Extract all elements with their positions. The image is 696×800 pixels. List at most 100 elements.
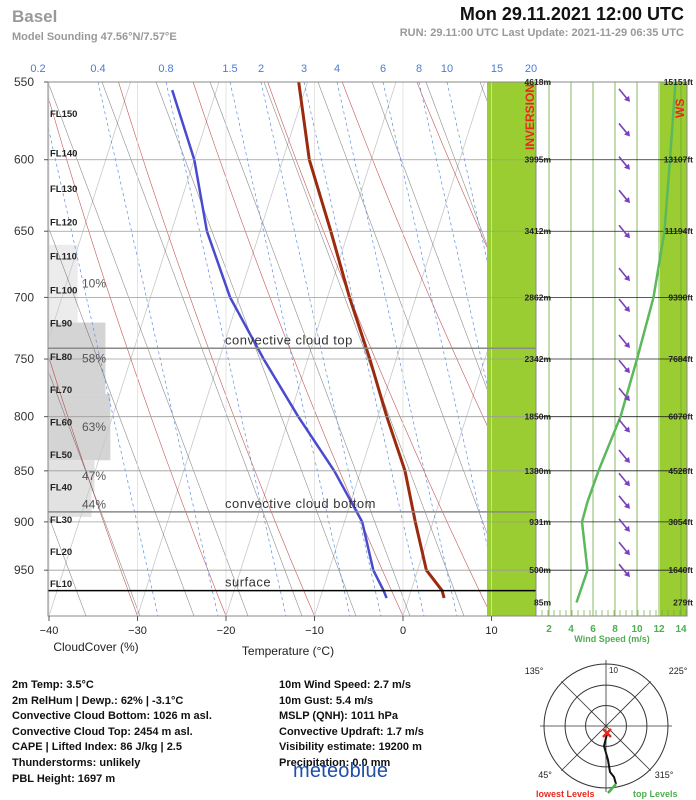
cloud-bar-2 (48, 394, 111, 461)
wind-arrowhead-14 (624, 525, 630, 532)
altitude-ft-2: 11194ft (665, 226, 694, 236)
wind-arrowhead-5 (624, 275, 630, 282)
altitude-ft-6: 4528ft (668, 466, 693, 476)
wind-tick-label-10: 10 (631, 624, 643, 635)
cloud-bar-3 (48, 460, 95, 492)
temperature-axis-label: Temperature (°C) (242, 644, 334, 658)
inversion-label: INVERSION (523, 84, 537, 150)
moist-adiabat-3 (48, 513, 87, 616)
mixing-ratio-label-7: 6 (380, 63, 386, 75)
mixing-ratio-label-1: 0.4 (90, 63, 105, 75)
ws-label: WS (673, 99, 687, 118)
dry-adiabat-10 (267, 82, 492, 616)
wind-arrowhead-1 (624, 130, 630, 137)
polar-label-45: 45° (538, 770, 552, 780)
flight-level-FL100: FL100 (50, 286, 77, 297)
flight-level-FL150: FL150 (50, 109, 77, 120)
mixing-ratio-label-11: 20 (525, 63, 537, 75)
cloud-cover-label-4: 44% (82, 497, 106, 511)
marker-label-0: convective cloud top (225, 332, 353, 347)
dry-adiabat--20 (48, 95, 227, 616)
location-title: Basel (12, 7, 58, 26)
info-right-row: MSLP (QNH): 1011 hPa (279, 710, 398, 723)
altitude-ft-3: 9390ft (668, 292, 693, 302)
info-left-row: Convective Cloud Top: 2454 m asl. (12, 725, 193, 738)
info-left-row: PBL Height: 1697 m (12, 772, 116, 785)
info-left-row: Convective Cloud Bottom: 1026 m asl. (12, 710, 212, 723)
mixing-ratio-line-2 (165, 82, 287, 616)
wind-axis-label: Wind Speed (m/s) (574, 634, 649, 644)
wind-tick-label-12: 12 (653, 624, 665, 635)
pressure-label-900: 900 (14, 515, 34, 529)
polar-hodograph-line (602, 733, 617, 785)
wind-arrowhead-2 (624, 163, 630, 170)
altitude-m-4: 2342m (525, 354, 552, 364)
mixing-ratio-line-3 (229, 82, 351, 616)
mixing-ratio-line-9 (446, 82, 536, 480)
wind-speed-profile (575, 81, 677, 603)
flight-level-FL80: FL80 (50, 352, 72, 363)
flight-level-FL50: FL50 (50, 450, 72, 461)
polar-marker-b (602, 728, 612, 738)
isotherm--50 (48, 82, 131, 343)
mixing-ratio-label-2: 0.8 (158, 63, 173, 75)
mixing-ratio-line-1 (97, 82, 219, 616)
altitude-ft-4: 7684ft (668, 354, 693, 364)
temp-tick-label--10: −10 (305, 625, 324, 637)
wind-tick-label-2: 2 (546, 624, 552, 635)
info-right-row: 10m Gust: 5.4 m/s (279, 694, 374, 707)
mixing-ratio-label-0: 0.2 (30, 63, 45, 75)
altitude-m-0: 4618m (525, 77, 552, 87)
altitude-ft-9: 279ft (673, 598, 693, 608)
wind-tick-label-4: 4 (568, 624, 574, 635)
polar-diagram: 10 135° 225° 45° 315° lowest Levels top Levels (525, 660, 688, 799)
altitude-m-5: 1850m (525, 412, 552, 422)
flight-level-FL90: FL90 (50, 318, 72, 329)
flight-level-FL120: FL120 (50, 218, 77, 229)
pressure-label-650: 650 (14, 224, 34, 238)
cloud-cover-label-1: 58% (82, 351, 106, 365)
mixing-ratio-label-9: 10 (441, 63, 453, 75)
info-left-row: Thunderstorms: unlikely (12, 757, 141, 769)
wind-arrowhead-10 (624, 426, 630, 433)
dry-adiabat-20 (341, 82, 536, 529)
temp-tick-label--30: −30 (128, 625, 147, 637)
mixing-ratio-line-6 (336, 82, 458, 616)
mixing-ratio-label-6: 4 (334, 63, 340, 75)
mixing-ratio-label-10: 15 (491, 63, 503, 75)
dry-adiabat-30 (416, 82, 536, 355)
mixing-ratio-line-4 (260, 82, 382, 616)
flight-level-FL140: FL140 (50, 149, 77, 160)
altitude-ft-5: 6070ft (668, 412, 693, 422)
pressure-label-700: 700 (14, 290, 34, 304)
polar-label-135: 135° (525, 666, 544, 676)
cloud-bar-1 (48, 322, 106, 395)
wind-tick-label-6: 6 (590, 624, 596, 635)
temp-tick-label-0: 0 (400, 625, 406, 637)
info-left-row: 2m Temp: 3.5°C (12, 679, 94, 691)
info-right-row: 10m Wind Speed: 2.7 m/s (279, 679, 411, 691)
pressure-label-550: 550 (14, 75, 34, 89)
altitude-m-3: 2862m (525, 292, 552, 302)
polar-legend-low: lowest Levels (536, 789, 595, 799)
run-info: RUN: 29.11:00 UTC Last Update: 2021-11-2… (399, 27, 684, 39)
altitude-ft-7: 3054ft (668, 517, 693, 527)
meteoblue-logo: meteoblue (293, 760, 389, 782)
wind-arrowhead-16 (624, 571, 630, 578)
mixing-ratio-label-8: 8 (416, 63, 422, 75)
altitude-m-2: 3412m (525, 226, 552, 236)
flight-level-FL20: FL20 (50, 547, 72, 558)
pressure-label-750: 750 (14, 352, 34, 366)
wind-arrowhead-15 (624, 549, 630, 556)
temp-tick-label--40: −40 (40, 625, 59, 637)
wind-panel-frame (535, 81, 688, 617)
wind-arrowhead-0 (624, 95, 630, 102)
altitude-m-9: 85m (534, 598, 551, 608)
mixing-ratio-label-3: 1.5 (222, 63, 237, 75)
mixing-ratio-label-5: 3 (301, 63, 307, 75)
wind-arrowhead-7 (624, 341, 630, 348)
cloud-cover-label-2: 63% (82, 420, 106, 434)
flight-level-FL40: FL40 (50, 483, 72, 494)
cloud-cover-label-3: 47% (82, 469, 106, 483)
